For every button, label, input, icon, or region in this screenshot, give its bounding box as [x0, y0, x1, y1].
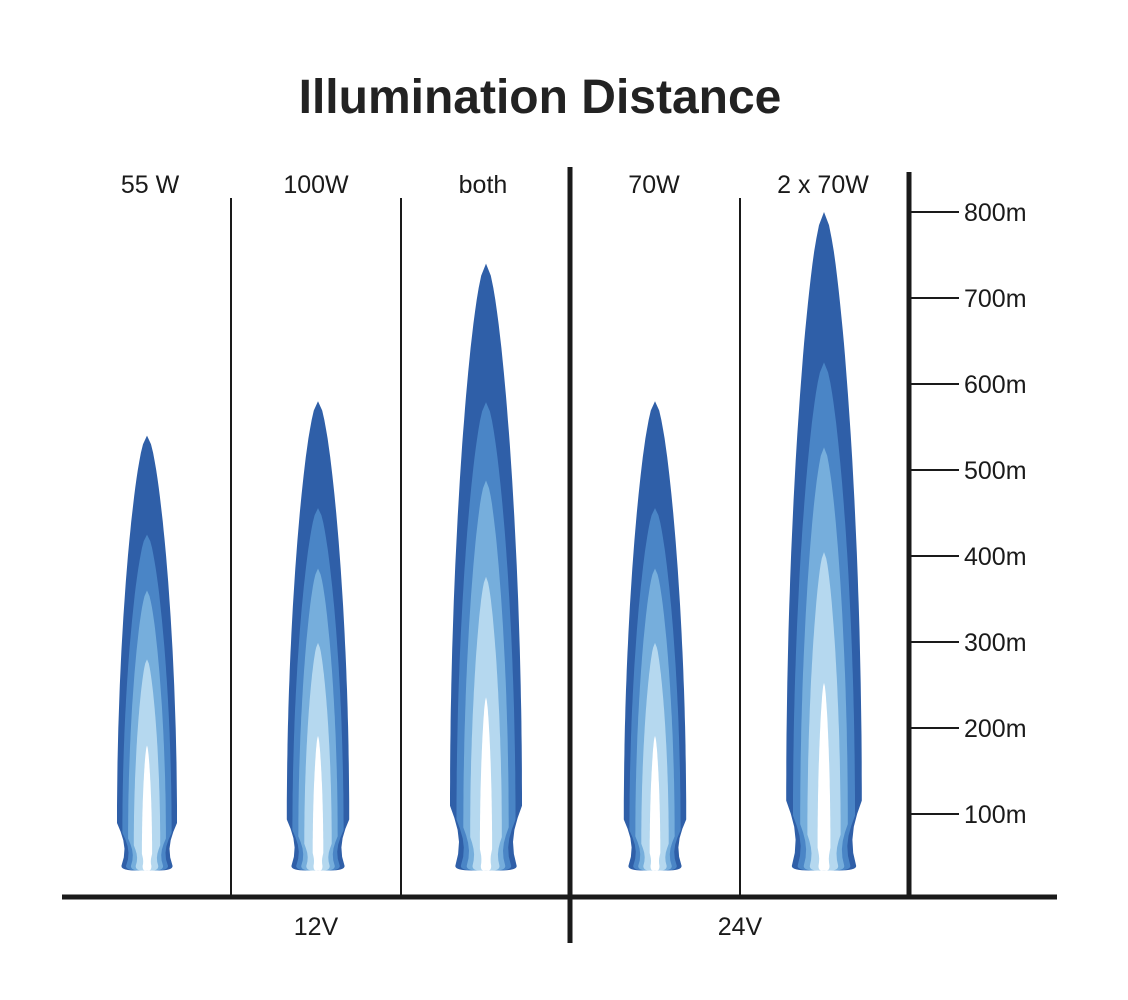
- category-label-1: 100W: [283, 171, 349, 199]
- category-label-4: 2 x 70W: [777, 171, 869, 199]
- y-tick-label: 300m: [964, 629, 1027, 657]
- y-tick-label: 500m: [964, 457, 1027, 485]
- group-label-12v: 12V: [294, 913, 339, 941]
- beam-bar: [117, 435, 177, 871]
- y-tick-label: 800m: [964, 199, 1027, 227]
- beam-layer: [649, 735, 661, 871]
- y-tick-label: 400m: [964, 543, 1027, 571]
- y-tick-label: 700m: [964, 285, 1027, 313]
- chart-title: Illumination Distance: [299, 71, 782, 124]
- beam-layer: [817, 682, 831, 871]
- beam-layer: [312, 735, 324, 871]
- category-label-2: both: [459, 171, 508, 199]
- beam-layer: [141, 745, 153, 871]
- y-axis-ticks: 100m 200m 300m 400m 500m 600m 700m 800m: [909, 199, 1027, 829]
- beam-layer: [479, 697, 493, 871]
- y-tick-label: 200m: [964, 715, 1027, 743]
- beam-bar: [786, 212, 862, 871]
- beam-bar: [623, 401, 687, 871]
- category-label-0: 55 W: [121, 171, 180, 199]
- y-tick-label: 100m: [964, 801, 1027, 829]
- y-tick-label: 600m: [964, 371, 1027, 399]
- beam-bar: [450, 263, 522, 871]
- category-label-3: 70W: [628, 171, 680, 199]
- beam-series: [117, 212, 862, 871]
- beam-bar: [286, 401, 350, 871]
- group-label-24v: 24V: [718, 913, 763, 941]
